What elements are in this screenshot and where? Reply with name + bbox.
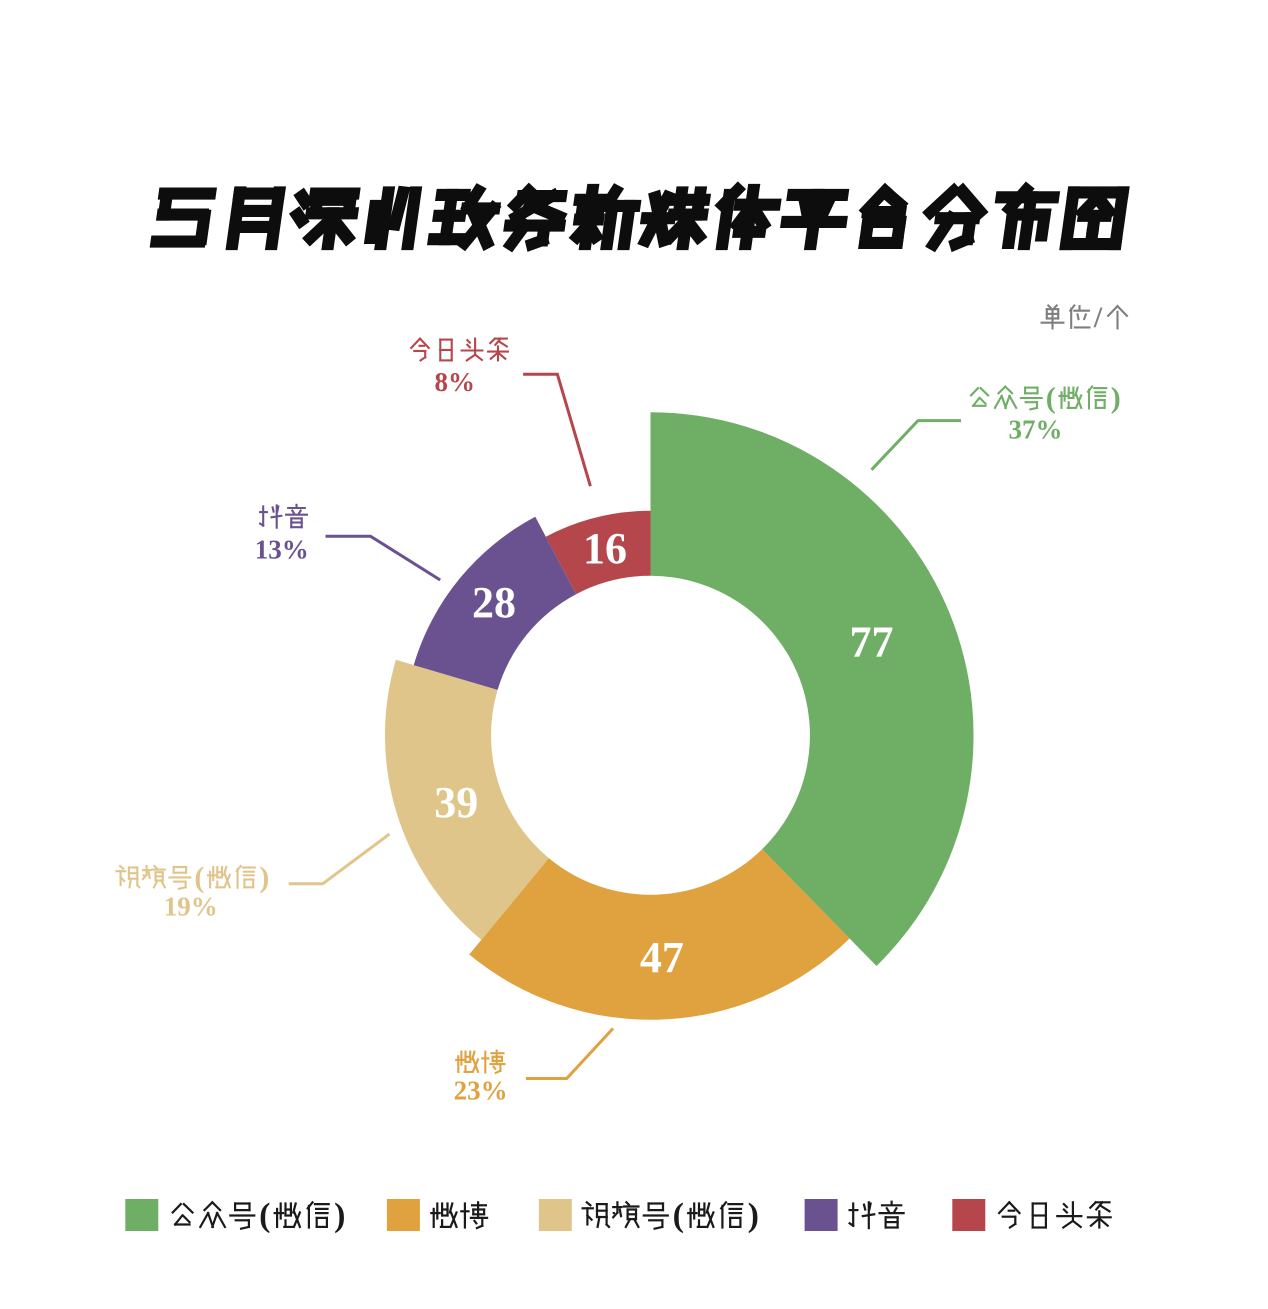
- svg-text:77: 77: [850, 618, 894, 667]
- svg-text:37%: 37%: [1009, 414, 1063, 444]
- svg-text:/: /: [1093, 301, 1103, 334]
- svg-text:47: 47: [640, 933, 684, 982]
- svg-text:(: (: [673, 1197, 684, 1234]
- svg-text:16: 16: [583, 524, 627, 573]
- svg-text:): ): [1111, 382, 1121, 415]
- svg-text:13%: 13%: [255, 534, 309, 564]
- svg-text:19%: 19%: [164, 892, 218, 922]
- svg-text:(: (: [259, 1197, 270, 1234]
- svg-text:23%: 23%: [454, 1076, 508, 1106]
- svg-text:(: (: [194, 861, 204, 894]
- svg-text:28: 28: [472, 578, 516, 627]
- svg-text:): ): [334, 1197, 345, 1234]
- svg-text:): ): [748, 1197, 759, 1234]
- svg-text:(: (: [1046, 382, 1056, 415]
- svg-text:8%: 8%: [434, 367, 475, 397]
- svg-text:39: 39: [434, 778, 478, 827]
- svg-text:): ): [259, 861, 269, 894]
